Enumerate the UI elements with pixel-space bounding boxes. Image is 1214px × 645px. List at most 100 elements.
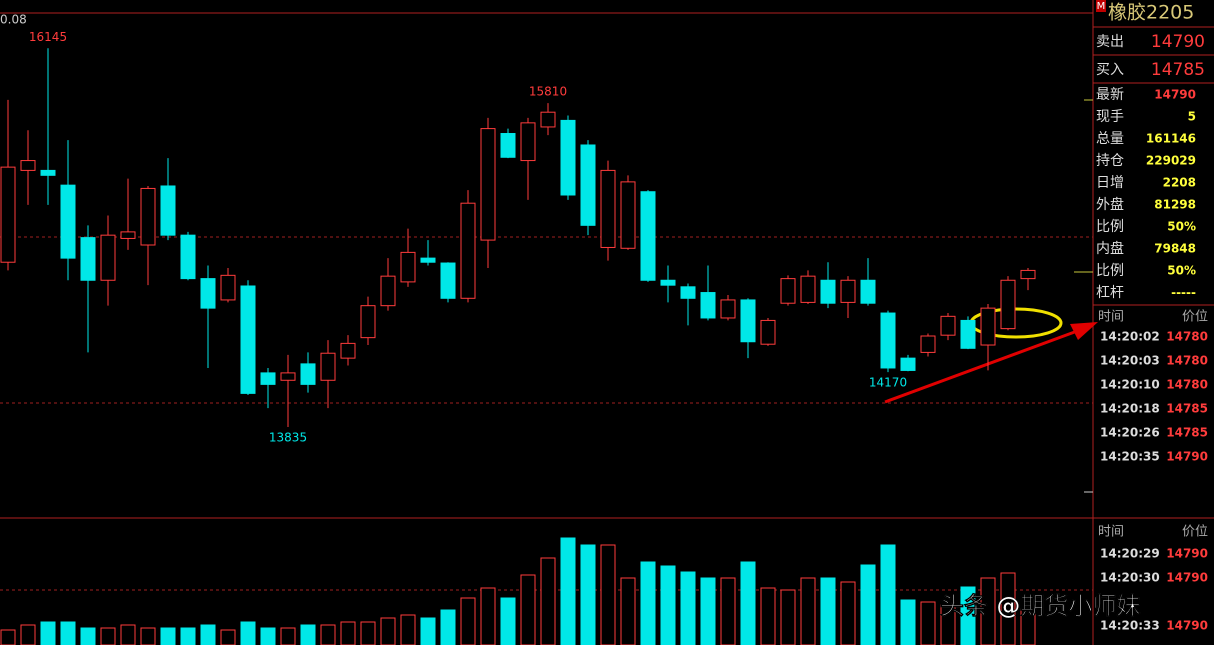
arrow-head [1070,322,1098,340]
badge-box [1096,0,1106,12]
candle-body [80,237,96,281]
candle-body [180,234,196,280]
candle-body [1000,279,1016,330]
table-header: 时间 [1098,310,1124,325]
candle-body [340,342,356,359]
tick-time: 14:20:10 [1100,378,1160,392]
volume-bar [340,621,356,645]
table-header: 时间 [1098,525,1124,540]
candle-body [400,251,416,283]
quote-panel: M 橡胶2205 卖出 14790 买入 14785 [1093,0,1214,306]
tick-time: 14:20:33 [1100,619,1160,633]
candle-body [160,185,176,236]
candle-body [600,169,616,248]
candle-body [420,257,436,263]
tick-time: 14:20:18 [1100,402,1160,416]
tick-price: 14790 [1166,571,1208,585]
tick-price: 14785 [1166,426,1208,440]
volume-bar [920,601,936,645]
volume-bar [300,624,316,645]
candle-body [1020,269,1036,280]
volume-bar [0,629,16,645]
candle-body [940,315,956,336]
volume-bar [240,621,256,645]
volume-bar [140,627,156,645]
volume-bar [80,627,96,645]
tick-price: 14780 [1166,378,1208,392]
quote-label: 最新 [1096,87,1124,103]
quote-label: 杠杆 [1096,285,1124,301]
candle-body [120,231,136,239]
volume-bar [540,557,556,645]
candle-body [260,372,276,385]
quote-label: 比例 [1096,219,1124,235]
tick-time: 14:20:35 [1100,450,1160,464]
candle-body [580,144,596,226]
volume-bar [100,627,116,645]
extreme-label: 14170 [869,376,907,390]
volume-bar [360,621,376,645]
volume-bar [980,577,996,645]
candle-body [60,184,76,259]
candle-body [380,275,396,307]
ask-label: 卖出 [1096,34,1124,50]
tick-price: 14790 [1166,619,1208,633]
quote-value: 5 [1188,110,1196,124]
candle-body [40,169,56,176]
volume-bar [460,597,476,645]
candle-body [480,128,496,241]
volume-bar [880,544,896,645]
candle-body [660,279,676,286]
candle-body [560,119,576,196]
table-header: 价位 [1182,525,1208,540]
volume-bar [760,587,776,645]
volume-bar [560,537,576,645]
candle-body [460,202,476,299]
tick-time: 14:20:30 [1100,571,1160,585]
badge: M [1097,1,1106,12]
candle-body [820,279,836,304]
volume-bar [260,627,276,645]
candle-body [980,307,996,346]
volume-bar [660,565,676,645]
candle-body [720,299,736,319]
volume-bar [800,577,816,645]
quote-value: 14790 [1154,88,1196,102]
table-header: 价位 [1182,310,1208,325]
quote-label: 持仓 [1096,153,1124,169]
volume-bar [640,561,656,645]
tick-time: 14:20:02 [1100,330,1160,344]
volume-bar [860,564,876,645]
quote-value: 50% [1167,220,1196,234]
volume-bar [700,577,716,645]
candle-body [620,181,636,249]
volume-bar [600,544,616,645]
candle-body [240,285,256,394]
candle-body [780,278,796,304]
quote-label: 总量 [1096,131,1124,147]
candle-body [300,363,316,385]
volume-bar [420,617,436,645]
volume-bar [60,621,76,645]
volume-bar [680,571,696,645]
candle-body [100,234,116,281]
quote-value: 229029 [1146,154,1196,168]
extreme-label: 13835 [269,431,307,445]
volume-bar [720,577,736,645]
volume-bar [500,597,516,645]
candle-body [920,335,936,353]
volume-bar [1000,572,1016,645]
volume-bar [180,627,196,645]
tick-price: 14790 [1166,547,1208,561]
candle-body [740,299,756,343]
volume-bar [200,624,216,645]
candle-body [0,166,16,263]
candle-body [320,352,336,381]
volume-bar [480,587,496,645]
arrow-line [884,328,1081,404]
volume-bar [580,544,596,645]
volume-bar [400,614,416,645]
extreme-label: 15810 [529,85,567,99]
candle-body [360,305,376,339]
